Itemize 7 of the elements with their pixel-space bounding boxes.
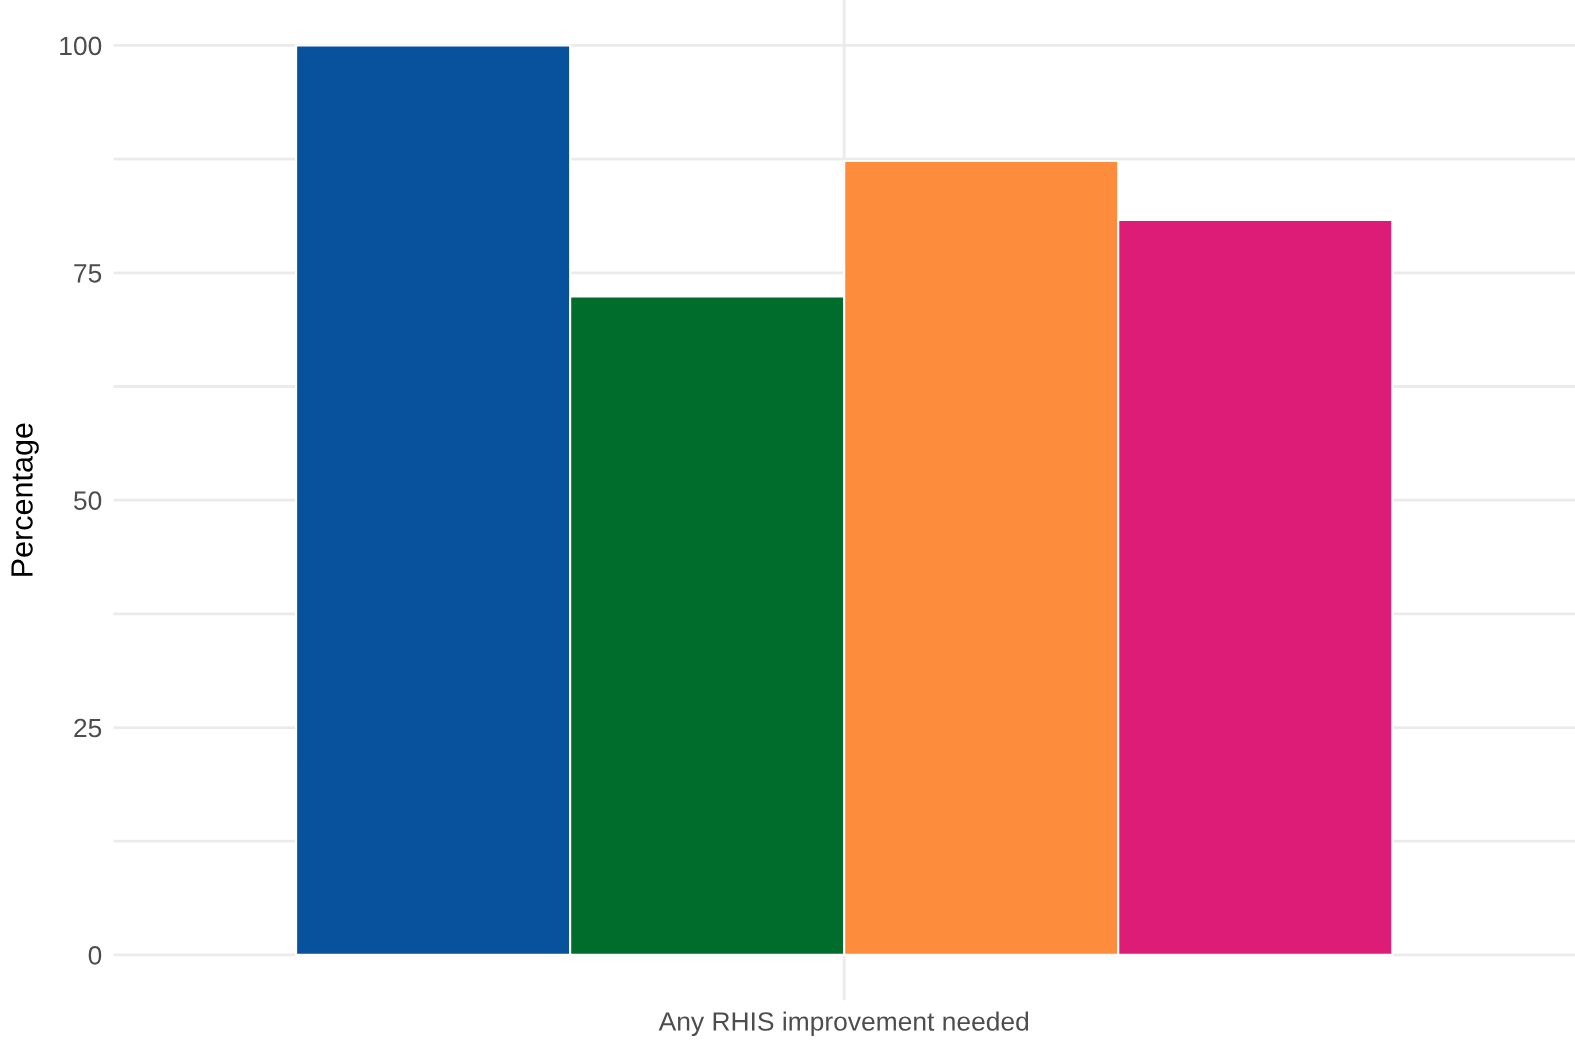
- y-tick-label: 0: [88, 946, 102, 965]
- y-axis-title: Percentage: [11, 423, 39, 576]
- y-tick-label: 100: [60, 36, 102, 56]
- y-tick-label: 25: [74, 718, 102, 738]
- x-tick-label: Any RHIS improvement needed: [658, 1011, 1029, 1037]
- y-tick-label: 50: [74, 491, 102, 510]
- y-tick-label: 75: [74, 264, 102, 283]
